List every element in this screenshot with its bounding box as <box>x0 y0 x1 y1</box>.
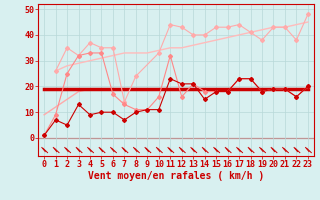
X-axis label: Vent moyen/en rafales ( km/h ): Vent moyen/en rafales ( km/h ) <box>88 171 264 181</box>
